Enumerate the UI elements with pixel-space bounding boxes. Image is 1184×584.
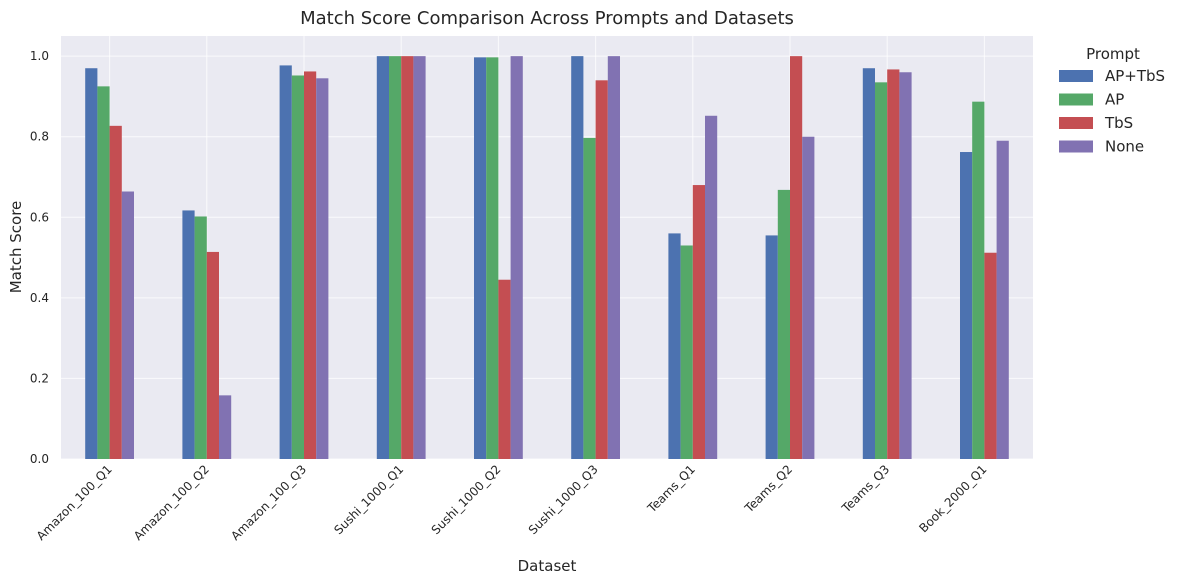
y-tick-label: 0.8 [30,130,49,144]
y-tick-label: 0.4 [30,291,49,305]
x-tick-label: Book_2000_Q1 [916,462,989,535]
x-tick-label: Amazon_100_Q2 [131,462,212,543]
legend-label: None [1105,138,1144,156]
bar-tbs-1 [206,251,219,459]
bar-ap-7 [777,189,790,460]
y-axis-label: Match Score [7,201,25,294]
bar-tbs-3 [401,56,414,460]
bar-tbs-8 [887,69,900,460]
bar-ap-tbs-9 [960,152,973,459]
bar-ap-tbs-4 [474,57,487,459]
y-tick-label: 0.6 [30,210,49,224]
bar-ap-1 [194,216,207,459]
legend-title: Prompt [1086,45,1140,63]
bar-tbs-9 [984,252,997,459]
y-tick-label: 0.2 [30,371,49,385]
bar-ap-tbs-8 [862,68,875,459]
bar-tbs-5 [595,80,608,460]
bars-group [85,56,1009,460]
legend-label: AP [1105,91,1124,109]
x-tick-label: Sushi_1000_Q1 [331,462,406,537]
y-tick-label: 1.0 [30,49,49,63]
y-tick-label: 0.0 [30,452,49,466]
bar-none-7 [802,136,815,459]
legend-label: AP+TbS [1105,67,1165,85]
legend-swatch [1059,117,1093,129]
bar-none-3 [413,56,426,460]
bar-tbs-6 [692,185,705,460]
legend-label: TbS [1104,114,1133,132]
bar-ap-tbs-1 [182,210,195,459]
bar-none-1 [219,395,232,459]
bar-ap-4 [486,57,499,459]
bar-ap-9 [972,101,985,459]
y-ticks: 0.0 0.2 0.4 0.6 0.8 1.0 [30,49,49,466]
bar-tbs-0 [109,125,122,459]
bar-none-5 [607,56,620,460]
x-tick-label: Teams_Q2 [741,462,795,516]
bar-ap-3 [389,56,402,460]
bar-ap-0 [97,86,110,459]
bar-ap-tbs-0 [85,68,98,459]
x-tick-label: Amazon_100_Q3 [228,462,309,543]
bar-none-2 [316,78,329,460]
bar-none-4 [510,56,523,460]
legend-swatch [1059,93,1093,106]
legend: Prompt AP+TbS AP TbS None [1059,45,1165,156]
bar-none-8 [899,72,912,459]
x-ticks: Amazon_100_Q1 Amazon_100_Q2 Amazon_100_Q3 S… [34,462,990,543]
bar-tbs-4 [498,279,511,459]
bar-ap-8 [875,82,888,459]
bar-tbs-2 [304,71,317,460]
bar-ap-2 [291,75,304,459]
x-tick-label: Teams_Q1 [644,462,698,516]
chart-title: Match Score Comparison Across Prompts an… [300,8,794,29]
x-tick-label: Sushi_1000_Q3 [526,462,601,537]
legend-swatch [1059,70,1093,82]
bar-ap-tbs-6 [668,233,681,459]
bar-ap-tbs-3 [376,56,389,460]
bar-ap-6 [680,245,693,459]
x-tick-label: Amazon_100_Q1 [34,462,115,543]
bar-none-9 [996,140,1009,459]
bar-ap-tbs-5 [571,56,584,460]
bar-ap-tbs-2 [279,65,292,459]
x-axis-label: Dataset [518,557,577,575]
bar-none-6 [705,115,718,459]
bar-tbs-7 [790,56,803,460]
bar-none-0 [121,191,134,459]
bar-ap-5 [583,137,596,459]
x-tick-label: Sushi_1000_Q2 [429,462,504,537]
x-tick-label: Teams_Q3 [839,462,893,516]
bar-ap-tbs-7 [765,235,778,459]
legend-swatch [1059,140,1093,153]
